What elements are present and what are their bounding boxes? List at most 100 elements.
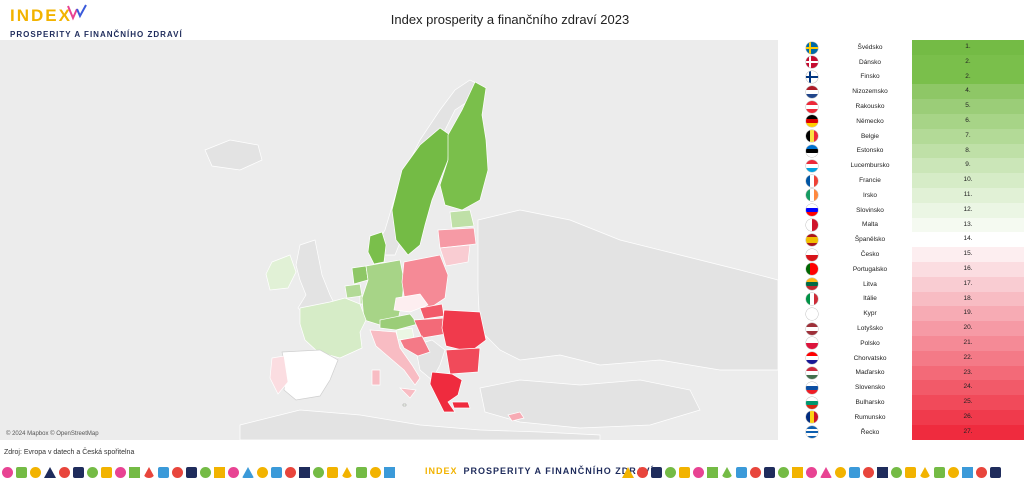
ranking-row[interactable]: Dánsko 2. <box>800 54 1024 70</box>
flag-cell <box>800 188 828 203</box>
decorative-icon <box>2 466 13 478</box>
map-country-greece[interactable] <box>429 371 471 413</box>
flag-cell <box>800 351 828 366</box>
decorative-icon <box>242 466 254 478</box>
ranking-row[interactable]: Slovensko 24. <box>800 380 1024 396</box>
ranking-row[interactable]: Chorvatsko 22. <box>800 350 1024 366</box>
ee-flag-icon <box>806 145 818 158</box>
ranking-row[interactable]: Itálie 18. <box>800 291 1024 307</box>
map-country-austria[interactable] <box>379 313 419 331</box>
map-country-belgium[interactable] <box>344 283 363 299</box>
decorative-icon <box>16 466 27 478</box>
country-name: Portugalsko <box>852 265 888 273</box>
decorative-icon <box>637 466 648 478</box>
map-country-bulgaria[interactable] <box>445 347 481 375</box>
decorative-icon <box>313 466 324 478</box>
country-name: Bulharsko <box>855 399 885 407</box>
flag-cell <box>800 84 828 99</box>
decorative-icon <box>905 466 916 478</box>
map-country-lithuania[interactable] <box>439 244 471 267</box>
page-title: Index prosperity a finančního zdraví 202… <box>390 12 630 27</box>
flag-cell <box>800 158 828 173</box>
country-name: Maďarsko <box>855 369 885 377</box>
decorative-icon <box>721 466 733 478</box>
map-country-portugal[interactable] <box>269 355 289 395</box>
footer-icons-left <box>2 464 395 480</box>
map-country-estonia[interactable] <box>449 209 475 229</box>
decorative-icon <box>990 466 1001 478</box>
map-country-czechia[interactable] <box>393 293 429 313</box>
map-country-denmark[interactable] <box>367 231 387 265</box>
ranking-row[interactable]: Rumunsko 26. <box>800 409 1024 425</box>
map-country-sweden[interactable] <box>391 127 451 256</box>
ranking-row[interactable]: Španělsko 14. <box>800 232 1024 248</box>
rank-value: 14. <box>912 232 1024 248</box>
flag-cell <box>800 232 828 247</box>
flag-cell <box>800 247 828 262</box>
pl-flag-icon <box>806 337 818 350</box>
rank-value: 2. <box>912 69 1024 85</box>
ranking-row[interactable]: Česko 15. <box>800 247 1024 262</box>
country-name: Polsko <box>860 339 880 347</box>
ranking-row[interactable]: Slovinsko 12. <box>800 202 1024 218</box>
decorative-icon <box>87 466 98 478</box>
ranking-row[interactable]: Lotyšsko 20. <box>800 321 1024 336</box>
decorative-icon <box>919 466 931 478</box>
rank-value: 26. <box>912 409 1024 425</box>
map-country-malta[interactable] <box>402 403 407 407</box>
ranking-row[interactable]: Belgie 7. <box>800 128 1024 144</box>
map-country-croatia[interactable] <box>399 335 431 357</box>
decorative-icon <box>665 466 676 478</box>
map-country-germany[interactable] <box>361 259 405 326</box>
ranking-row[interactable]: Polsko 21. <box>800 335 1024 351</box>
decorative-icon <box>693 466 704 478</box>
ranking-row[interactable]: Německo 6. <box>800 113 1024 129</box>
decorative-icon <box>764 466 775 478</box>
ranking-row[interactable]: Rakousko 5. <box>800 99 1024 114</box>
ranking-row[interactable]: Portugalsko 16. <box>800 261 1024 277</box>
decorative-icon <box>370 466 381 478</box>
country-name: Španělsko <box>854 236 886 244</box>
decorative-icon <box>186 466 197 478</box>
ranking-row[interactable]: Francie 10. <box>800 173 1024 188</box>
country-name: Lucembursko <box>850 162 890 170</box>
at-flag-icon <box>806 100 818 113</box>
ranking-row[interactable]: Litva 17. <box>800 276 1024 292</box>
ranking-row[interactable]: Finsko 2. <box>800 69 1024 85</box>
map-country-ireland[interactable] <box>265 254 297 291</box>
map-country-cyprus[interactable] <box>507 411 525 422</box>
map-country-finland[interactable] <box>439 81 489 211</box>
map-country-latvia[interactable] <box>437 227 477 249</box>
map-country-france[interactable] <box>299 297 367 359</box>
it-flag-icon <box>806 293 818 306</box>
ranking-row[interactable]: Kypr 19. <box>800 306 1024 322</box>
ranking-row[interactable]: Švédsko 1. <box>800 40 1024 55</box>
flag-cell <box>800 380 828 395</box>
cz-flag-icon <box>806 248 818 261</box>
footer-logo: INDEX PROSPERITY A FINANČNÍHO ZDRAVÍ <box>425 466 654 476</box>
ranking-row[interactable]: Nizozemsko 4. <box>800 84 1024 100</box>
flag-cell <box>800 336 828 351</box>
country-name: Malta <box>862 221 878 229</box>
europe-map[interactable]: © 2024 Mapbox © OpenStreetMap <box>0 40 778 440</box>
east-europe-land <box>477 209 778 371</box>
sk-flag-icon <box>806 381 818 394</box>
map-country-italy[interactable] <box>369 329 421 399</box>
ranking-row[interactable]: Irsko 11. <box>800 187 1024 203</box>
flag-cell <box>800 173 828 188</box>
ranking-row[interactable]: Řecko 27. <box>800 424 1024 440</box>
decorative-icon <box>651 466 662 478</box>
ranking-row[interactable]: Bulharsko 25. <box>800 395 1024 410</box>
decorative-icon <box>356 466 367 478</box>
rank-value: 16. <box>912 261 1024 277</box>
ranking-row[interactable]: Lucembursko 9. <box>800 158 1024 174</box>
index-logo: INDEX PROSPERITY A FINANČNÍHO ZDRAVÍ <box>10 4 182 42</box>
ranking-row[interactable]: Malta 13. <box>800 217 1024 233</box>
ranking-row[interactable]: Maďarsko 23. <box>800 365 1024 381</box>
decorative-icon <box>877 466 888 478</box>
gr-flag-icon <box>806 426 818 439</box>
se-flag-icon <box>806 41 818 54</box>
country-name: Rumunsko <box>854 413 886 421</box>
rank-value: 23. <box>912 365 1024 381</box>
ranking-row[interactable]: Estonsko 8. <box>800 143 1024 159</box>
